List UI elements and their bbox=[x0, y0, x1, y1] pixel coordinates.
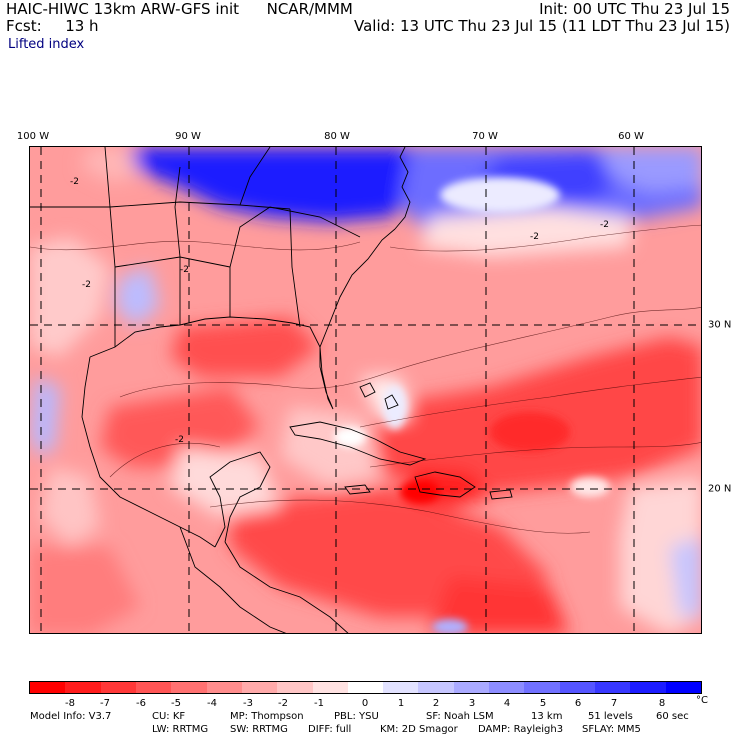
colorbar-swatch bbox=[665, 682, 701, 693]
field-name: Lifted index bbox=[8, 37, 85, 52]
colorbar-label: -4 bbox=[207, 698, 217, 709]
model-title: HAIC-HIWC 13km ARW-GFS init bbox=[6, 0, 240, 18]
contour-label: -2 bbox=[530, 232, 539, 242]
model-info-sw: SW: RRTMG bbox=[230, 724, 288, 735]
fcst-label: Fcst: bbox=[6, 17, 42, 35]
model-info-pbl: PBL: YSU bbox=[334, 711, 379, 722]
contour-label: -2 bbox=[175, 435, 184, 445]
colorbar-swatch bbox=[135, 682, 172, 693]
model-info-mp: MP: Thompson bbox=[230, 711, 304, 722]
init-time: Init: 00 UTC Thu 23 Jul 15 bbox=[539, 0, 730, 18]
colorbar-swatch bbox=[347, 682, 384, 693]
colorbar-label: -3 bbox=[243, 698, 253, 709]
colorbar-label: 6 bbox=[574, 698, 582, 709]
colorbar-swatch bbox=[630, 682, 666, 693]
colorbar-swatch bbox=[241, 682, 278, 693]
lon-label-60w: 60 W bbox=[618, 131, 644, 142]
colorbar-swatch bbox=[383, 682, 419, 693]
colorbar-swatch bbox=[453, 682, 490, 693]
lifted-index-map: -2 -2 -2 -2 -2 -2 bbox=[29, 146, 702, 634]
contour-label: -2 bbox=[180, 265, 189, 275]
colorbar-label: 4 bbox=[503, 698, 511, 709]
colorbar-swatch bbox=[206, 682, 242, 693]
colorbar-label: 2 bbox=[432, 698, 440, 709]
colorbar bbox=[29, 681, 702, 694]
colorbar-swatch bbox=[30, 682, 66, 693]
model-info-sflay: SFLAY: MM5 bbox=[582, 724, 641, 735]
colorbar-label: -8 bbox=[65, 698, 75, 709]
lat-label-30n: 30 N bbox=[708, 319, 732, 331]
colorbar-swatch bbox=[312, 682, 348, 693]
org-label: NCAR/MMM bbox=[266, 0, 353, 18]
colorbar-swatch bbox=[100, 682, 136, 693]
colorbar-swatch bbox=[559, 682, 595, 693]
header-left: HAIC-HIWC 13km ARW-GFS init NCAR/MMM Fcs… bbox=[6, 2, 353, 36]
valid-time: Valid: 13 UTC Thu 23 Jul 15 (11 LDT Thu … bbox=[354, 17, 730, 35]
colorbar-unit: °C bbox=[696, 695, 708, 706]
map-canvas: -2 -2 -2 -2 -2 -2 bbox=[30, 147, 701, 633]
colorbar-label: -1 bbox=[314, 698, 324, 709]
lon-label-80w: 80 W bbox=[324, 131, 350, 142]
model-info-damp: DAMP: Rayleigh3 bbox=[478, 724, 564, 735]
contour-label: -2 bbox=[600, 220, 609, 230]
colorbar-swatch bbox=[418, 682, 454, 693]
lat-lon-grid bbox=[30, 147, 701, 633]
lon-label-90w: 90 W bbox=[175, 131, 201, 142]
model-info-sf: SF: Noah LSM bbox=[426, 711, 494, 722]
colorbar-swatch bbox=[489, 682, 525, 693]
colorbar-swatch bbox=[277, 682, 313, 693]
colorbar-label: 1 bbox=[397, 698, 405, 709]
contour-label: -2 bbox=[70, 177, 79, 187]
lon-label-100w: 100 W bbox=[16, 131, 50, 142]
model-info-lw: LW: RRTMG bbox=[152, 724, 209, 735]
model-info-timestep: 60 sec bbox=[656, 711, 689, 722]
fcst-value: 13 h bbox=[65, 17, 99, 35]
model-info-levels: 51 levels bbox=[588, 711, 633, 722]
model-info-diff: DIFF: full bbox=[308, 724, 352, 735]
colorbar-swatch bbox=[65, 682, 101, 693]
colorbar-swatch bbox=[171, 682, 207, 693]
colorbar-label: 7 bbox=[610, 698, 618, 709]
contours bbox=[30, 224, 701, 534]
model-info-km: KM: 2D Smagor bbox=[380, 724, 458, 735]
model-info-version: Model Info: V3.7 bbox=[30, 711, 112, 722]
model-info-cu: CU: KF bbox=[152, 711, 186, 722]
contour-labels: -2 -2 -2 -2 -2 -2 bbox=[70, 177, 609, 445]
colorbar-label: -2 bbox=[278, 698, 288, 709]
colorbar-label: 5 bbox=[539, 698, 547, 709]
colorbar-label: -6 bbox=[136, 698, 146, 709]
colorbar-label: -7 bbox=[100, 698, 110, 709]
colorbar-swatch bbox=[595, 682, 631, 693]
colorbar-swatch bbox=[524, 682, 560, 693]
model-info-resolution: 13 km bbox=[531, 711, 563, 722]
colorbar-label: 3 bbox=[468, 698, 476, 709]
colorbar-label: 0 bbox=[361, 698, 369, 709]
lon-label-70w: 70 W bbox=[472, 131, 498, 142]
colorbar-label: -5 bbox=[171, 698, 181, 709]
lat-label-20n: 20 N bbox=[708, 483, 732, 495]
colorbar-label: 8 bbox=[658, 698, 666, 709]
field-detail bbox=[334, 177, 610, 633]
contour-label: -2 bbox=[82, 280, 91, 290]
header-right: Init: 00 UTC Thu 23 Jul 15 Valid: 13 UTC… bbox=[354, 2, 730, 36]
coastlines bbox=[30, 147, 513, 633]
